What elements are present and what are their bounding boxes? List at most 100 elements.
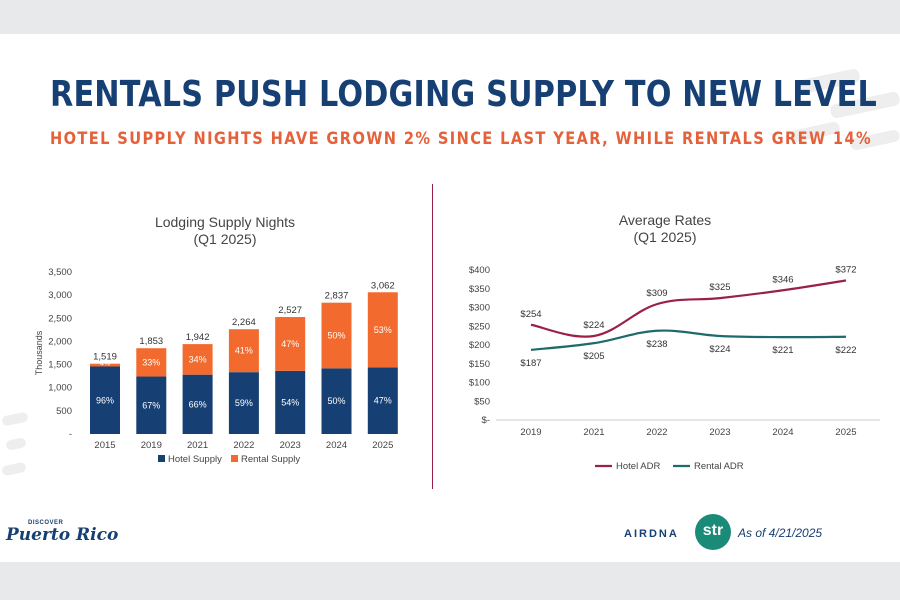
y-tick-label: $300 bbox=[469, 303, 490, 314]
y-tick-label: - bbox=[69, 429, 72, 440]
hotel-adr-line bbox=[530, 279, 847, 338]
slide: RENTALS PUSH LODGING SUPPLY TO NEW LEVEL… bbox=[0, 34, 900, 562]
rental-adr-label: $221 bbox=[772, 345, 793, 356]
rental-supply-bar bbox=[275, 317, 306, 371]
x-tick-label: 2019 bbox=[141, 440, 162, 451]
airdna-logo: AIRDNA bbox=[624, 528, 679, 540]
y-tick-label: $400 bbox=[469, 265, 490, 276]
y-tick-label: $250 bbox=[469, 321, 490, 332]
legend-label-hotel-adr: Hotel ADR bbox=[616, 461, 660, 472]
hotel-share-label: 96% bbox=[96, 395, 114, 405]
y-tick-label: $50 bbox=[474, 396, 490, 407]
y-tick-label: 2,000 bbox=[48, 336, 72, 347]
average-rates-chart: $- $50 $100 $150 $200 $250 $300 $350 $400 2019 202… bbox=[469, 265, 880, 472]
rental-adr-label: $205 bbox=[583, 351, 604, 362]
rental-adr-label: $222 bbox=[835, 345, 856, 356]
supply-chart-title-block: Lodging Supply Nights (Q1 2025) bbox=[125, 214, 325, 248]
logo-small-text: DISCOVER bbox=[28, 520, 64, 526]
str-logo: str bbox=[695, 514, 731, 550]
y-tick-label: 1,500 bbox=[48, 360, 72, 371]
x-tick-label: 2015 bbox=[94, 440, 115, 451]
y-tick-label: 1,000 bbox=[48, 383, 72, 394]
rental-adr-label: $238 bbox=[646, 339, 667, 350]
hotel-supply-bar bbox=[182, 374, 213, 434]
total-value-label: 1,519 bbox=[93, 352, 117, 363]
hotel-adr-label: $346 bbox=[772, 274, 793, 285]
hotel-share-label: 47% bbox=[374, 396, 392, 406]
legend-swatch-rental bbox=[231, 455, 238, 462]
y-tick-label: $350 bbox=[469, 284, 490, 295]
legend-label-hotel: Hotel Supply bbox=[168, 454, 222, 465]
hotel-supply-bar bbox=[367, 367, 398, 434]
rental-adr-line bbox=[530, 329, 847, 351]
hotel-share-label: 50% bbox=[327, 396, 345, 406]
rental-supply-bar bbox=[367, 292, 398, 368]
total-value-label: 3,062 bbox=[371, 280, 395, 291]
hotel-share-label: 59% bbox=[235, 398, 253, 408]
x-tick-label: 2019 bbox=[520, 427, 541, 438]
rental-share-label: 50% bbox=[327, 331, 345, 341]
rental-share-label: 4% bbox=[100, 361, 110, 368]
x-tick-label: 2024 bbox=[326, 440, 347, 451]
y-tick-label: 3,000 bbox=[48, 290, 72, 301]
hotel-share-label: 54% bbox=[281, 397, 299, 407]
total-value-label: 2,527 bbox=[278, 305, 302, 316]
legend-label-rental: Rental Supply bbox=[241, 454, 300, 465]
hotel-share-label: 66% bbox=[189, 399, 207, 409]
lodging-supply-chart: Thousands - 500 1,000 1,500 2,000 2,500 3,000 3,… bbox=[34, 267, 398, 465]
page-subtitle: HOTEL SUPPLY NIGHTS HAVE GROWN 2% SINCE … bbox=[50, 129, 873, 149]
y-tick-label: $100 bbox=[469, 378, 490, 389]
rental-supply-bar bbox=[228, 329, 259, 373]
hotel-adr-label: $254 bbox=[520, 309, 541, 320]
y-tick-label: 500 bbox=[56, 406, 72, 417]
rental-supply-bar bbox=[136, 348, 167, 377]
page-title: RENTALS PUSH LODGING SUPPLY TO NEW LEVEL bbox=[50, 74, 877, 115]
x-tick-label: 2021 bbox=[187, 440, 208, 451]
supply-chart-title: Lodging Supply Nights bbox=[154, 214, 296, 230]
rental-supply-bar bbox=[90, 363, 120, 367]
hotel-supply-bar bbox=[228, 372, 259, 434]
rental-adr-label: $187 bbox=[520, 358, 541, 369]
hotel-supply-bar bbox=[136, 376, 167, 434]
hotel-adr-label: $325 bbox=[709, 282, 730, 293]
rental-supply-bar bbox=[321, 302, 352, 369]
rental-adr-label: $224 bbox=[709, 344, 730, 355]
y-tick-label: 2,500 bbox=[48, 313, 72, 324]
discover-puerto-rico-logo: DISCOVER Puerto Rico bbox=[6, 520, 118, 544]
total-value-label: 2,837 bbox=[325, 291, 349, 302]
x-tick-label: 2025 bbox=[372, 440, 393, 451]
hotel-supply-bar bbox=[275, 370, 306, 434]
x-tick-label: 2021 bbox=[583, 427, 604, 438]
x-tick-label: 2025 bbox=[835, 427, 856, 438]
x-tick-label: 2024 bbox=[772, 427, 793, 438]
x-tick-label: 2022 bbox=[233, 440, 254, 451]
total-value-label: 1,853 bbox=[139, 336, 163, 347]
rental-supply-bar bbox=[182, 344, 213, 375]
hotel-adr-label: $309 bbox=[646, 288, 667, 299]
hotel-supply-bar bbox=[321, 368, 352, 434]
supply-chart-subtitle: (Q1 2025) bbox=[193, 231, 257, 247]
y-tick-label: $200 bbox=[469, 340, 490, 351]
x-tick-label: 2023 bbox=[709, 427, 730, 438]
y-tick-label: $- bbox=[482, 415, 490, 426]
x-tick-label: 2023 bbox=[280, 440, 301, 451]
y-tick-label: $150 bbox=[469, 359, 490, 370]
rental-share-label: 53% bbox=[374, 325, 392, 335]
rental-share-label: 41% bbox=[235, 346, 253, 356]
total-value-label: 1,942 bbox=[186, 332, 210, 343]
hotel-adr-label: $224 bbox=[583, 320, 604, 331]
legend-swatch-hotel bbox=[158, 455, 165, 462]
rental-share-label: 47% bbox=[281, 339, 299, 349]
x-tick-label: 2022 bbox=[646, 427, 667, 438]
rates-chart-title: Average Rates bbox=[618, 212, 712, 228]
y-tick-label: 3,500 bbox=[48, 267, 72, 278]
chart-divider bbox=[432, 184, 433, 489]
hotel-share-label: 67% bbox=[142, 400, 160, 410]
rental-share-label: 34% bbox=[189, 354, 207, 364]
as-of-date: As of 4/21/2025 bbox=[738, 526, 823, 540]
legend-label-rental-adr: Rental ADR bbox=[694, 461, 744, 472]
hotel-adr-label: $372 bbox=[835, 265, 856, 276]
rates-chart-title-block: Average Rates (Q1 2025) bbox=[565, 212, 765, 246]
total-value-label: 2,264 bbox=[232, 317, 256, 328]
hotel-supply-bar bbox=[90, 366, 120, 434]
